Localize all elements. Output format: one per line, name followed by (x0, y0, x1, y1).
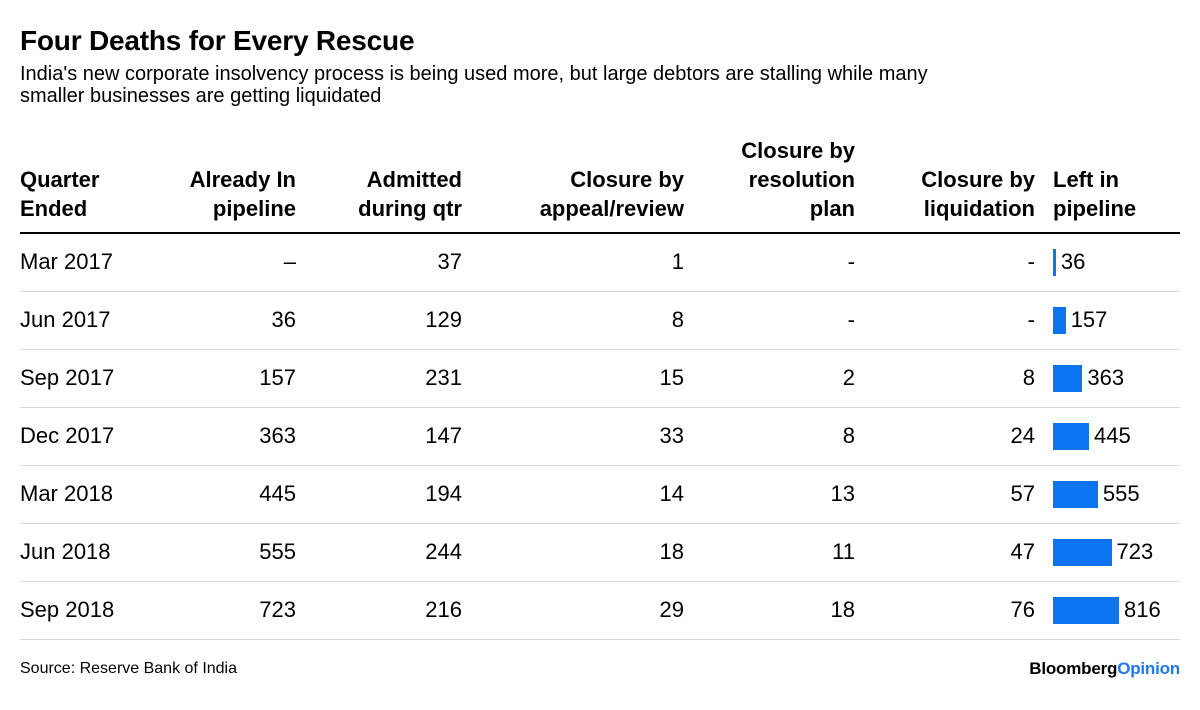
table-row: Mar 2017–37 1- -36 (20, 233, 1180, 292)
cell-already-in-pipeline: 555 (155, 523, 296, 582)
cell-closure-by-liquidation: - (855, 291, 1035, 350)
cell-quarter-ended: Sep 2018 (20, 581, 155, 640)
cell-closure-by-resolution-plan: 8 (684, 407, 855, 466)
cell-closure-by-appeal-review: 14 (462, 465, 684, 524)
pipeline-value: 36 (1060, 249, 1086, 275)
cell-left-in-pipeline: 36 (1035, 233, 1180, 292)
cell-closure-by-liquidation: 47 (855, 523, 1035, 582)
cell-closure-by-appeal-review: 18 (462, 523, 684, 582)
cell-admitted-during-qtr: 147 (296, 407, 462, 466)
cell-left-in-pipeline: 445 (1035, 407, 1180, 466)
cell-admitted-during-qtr: 244 (296, 523, 462, 582)
cell-quarter-ended: Sep 2017 (20, 349, 155, 408)
table-row: Mar 2018 445 194 14 13 57 555 (20, 465, 1180, 524)
page-title: Four Deaths for Every Rescue (20, 25, 415, 56)
logo-opinion: Opinion (1117, 658, 1180, 678)
header-row: Quarter Ended Already In pipeline Admitt… (20, 136, 1180, 234)
cell-closure-by-resolution-plan: 13 (684, 465, 855, 524)
cell-quarter-ended: Mar 2018 (20, 465, 155, 524)
pipeline-value: 363 (1087, 365, 1125, 391)
cell-closure-by-appeal-review: 29 (462, 581, 684, 640)
pipeline-bar (1053, 306, 1066, 334)
cell-already-in-pipeline: 723 (155, 581, 296, 640)
table-body: Mar 2017–37 1- -36 Jun 2017 36 129 8- -157 Sep 2… (20, 233, 1180, 640)
column-header-left-in-pipeline: Left in pipeline (1035, 136, 1180, 234)
pipeline-bar (1053, 249, 1056, 277)
table-row: Sep 2017 157 231 15 2 8 363 (20, 349, 1180, 408)
page-subtitle: India's new corporate insolvency process… (20, 63, 928, 107)
cell-left-in-pipeline: 555 (1035, 465, 1180, 524)
source-note: Source: Reserve Bank of India (20, 659, 238, 677)
pipeline-value: 723 (1116, 539, 1154, 565)
cell-already-in-pipeline: 445 (155, 465, 296, 524)
cell-closure-by-resolution-plan: 11 (684, 523, 855, 582)
insolvency-table: Quarter Ended Already In pipeline Admitt… (20, 136, 1180, 640)
pipeline-value: 555 (1102, 481, 1140, 507)
cell-left-in-pipeline: 723 (1035, 523, 1180, 582)
cell-closure-by-liquidation: 8 (855, 349, 1035, 408)
cell-closure-by-resolution-plan: - (684, 233, 855, 292)
column-header-admitted-during-qtr: Admitted during qtr (296, 136, 462, 234)
cell-closure-by-liquidation: 57 (855, 465, 1035, 524)
cell-closure-by-appeal-review: 8 (462, 291, 684, 350)
pipeline-value: 157 (1070, 307, 1108, 333)
column-header-quarter-ended: Quarter Ended (20, 136, 155, 234)
table-row: Dec 2017 363 147 33 8 24 445 (20, 407, 1180, 466)
table-row: Jun 2018 555 244 18 11 47 723 (20, 523, 1180, 582)
cell-closure-by-resolution-plan: 2 (684, 349, 855, 408)
cell-closure-by-appeal-review: 33 (462, 407, 684, 466)
pipeline-bar (1053, 480, 1098, 508)
column-header-closure-by-appeal-review: Closure by appeal/review (462, 136, 684, 234)
table-row: Sep 2018 723 216 29 18 76 816 (20, 581, 1180, 640)
cell-already-in-pipeline: – (155, 233, 296, 292)
cell-closure-by-liquidation: 24 (855, 407, 1035, 466)
pipeline-bar (1053, 364, 1083, 392)
cell-closure-by-resolution-plan: 18 (684, 581, 855, 640)
table-row: Jun 2017 36 129 8- -157 (20, 291, 1180, 350)
column-header-already-in-pipeline: Already In pipeline (155, 136, 296, 234)
cell-admitted-during-qtr: 194 (296, 465, 462, 524)
cell-left-in-pipeline: 363 (1035, 349, 1180, 408)
pipeline-bar (1053, 596, 1119, 624)
cell-admitted-during-qtr: 216 (296, 581, 462, 640)
cell-left-in-pipeline: 816 (1035, 581, 1180, 640)
cell-already-in-pipeline: 363 (155, 407, 296, 466)
bloomberg-opinion-logo: BloombergOpinion (1029, 659, 1180, 679)
cell-already-in-pipeline: 157 (155, 349, 296, 408)
pipeline-bar (1053, 422, 1089, 450)
column-header-closure-by-resolution-plan: Closure by resolution plan (684, 136, 855, 234)
cell-closure-by-resolution-plan: - (684, 291, 855, 350)
cell-left-in-pipeline: 157 (1035, 291, 1180, 350)
cell-quarter-ended: Jun 2017 (20, 291, 155, 350)
pipeline-bar (1053, 538, 1112, 566)
pipeline-value: 816 (1124, 597, 1161, 623)
cell-quarter-ended: Jun 2018 (20, 523, 155, 582)
cell-admitted-during-qtr: 37 (296, 233, 462, 292)
cell-closure-by-liquidation: 76 (855, 581, 1035, 640)
column-header-closure-by-liquidation: Closure by liquidation (855, 136, 1035, 234)
cell-closure-by-liquidation: - (855, 233, 1035, 292)
pipeline-value: 445 (1094, 423, 1131, 449)
cell-admitted-during-qtr: 129 (296, 291, 462, 350)
cell-quarter-ended: Mar 2017 (20, 233, 155, 292)
cell-already-in-pipeline: 36 (155, 291, 296, 350)
cell-admitted-during-qtr: 231 (296, 349, 462, 408)
cell-closure-by-appeal-review: 1 (462, 233, 684, 292)
logo-bloomberg: Bloomberg (1029, 658, 1118, 678)
footer: Source: Reserve Bank of India BloombergO… (20, 640, 1180, 679)
cell-closure-by-appeal-review: 15 (462, 349, 684, 408)
cell-quarter-ended: Dec 2017 (20, 407, 155, 466)
